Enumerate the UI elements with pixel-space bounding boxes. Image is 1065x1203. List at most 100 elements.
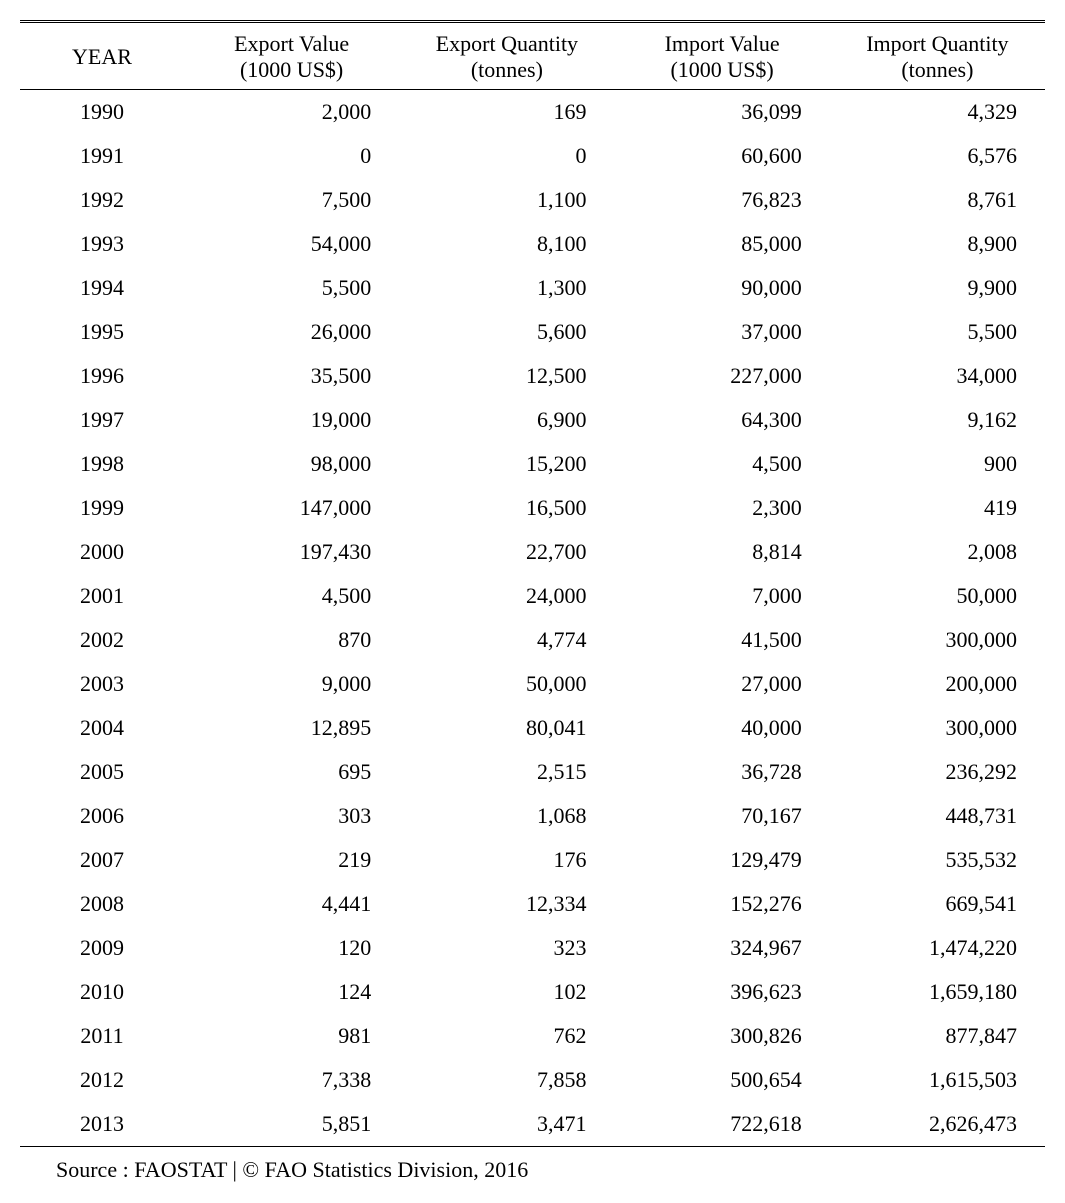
- col-header-export-value: Export Value (1000 US$): [184, 22, 399, 90]
- cell-value: 35,500: [184, 354, 399, 398]
- cell-value: 169: [399, 90, 614, 135]
- col-header-line2: (tonnes): [403, 57, 610, 83]
- cell-year: 2006: [20, 794, 184, 838]
- cell-value: 147,000: [184, 486, 399, 530]
- cell-value: 50,000: [399, 662, 614, 706]
- cell-value: 300,826: [615, 1014, 830, 1058]
- cell-year: 2000: [20, 530, 184, 574]
- cell-value: 4,774: [399, 618, 614, 662]
- cell-value: 2,008: [830, 530, 1045, 574]
- cell-value: 219: [184, 838, 399, 882]
- table-row: 20127,3387,858500,6541,615,503: [20, 1058, 1045, 1102]
- table-row: 20014,50024,0007,00050,000: [20, 574, 1045, 618]
- cell-year: 1995: [20, 310, 184, 354]
- cell-value: 4,329: [830, 90, 1045, 135]
- trade-stats-table: YEAR Export Value (1000 US$) Export Quan…: [20, 20, 1045, 1147]
- cell-value: 5,600: [399, 310, 614, 354]
- cell-value: 85,000: [615, 222, 830, 266]
- cell-value: 24,000: [399, 574, 614, 618]
- cell-value: 8,100: [399, 222, 614, 266]
- col-header-export-qty: Export Quantity (tonnes): [399, 22, 614, 90]
- cell-value: 9,900: [830, 266, 1045, 310]
- trade-stats-table-wrap: YEAR Export Value (1000 US$) Export Quan…: [20, 20, 1045, 1183]
- cell-value: 90,000: [615, 266, 830, 310]
- col-header-line1: Import Value: [665, 31, 780, 56]
- cell-value: 76,823: [615, 178, 830, 222]
- cell-value: 124: [184, 970, 399, 1014]
- cell-value: 197,430: [184, 530, 399, 574]
- table-row: 199719,0006,90064,3009,162: [20, 398, 1045, 442]
- table-row: 2009120323324,9671,474,220: [20, 926, 1045, 970]
- cell-value: 129,479: [615, 838, 830, 882]
- cell-value: 4,441: [184, 882, 399, 926]
- cell-value: 41,500: [615, 618, 830, 662]
- table-row: 2000197,43022,7008,8142,008: [20, 530, 1045, 574]
- table-row: 199526,0005,60037,0005,500: [20, 310, 1045, 354]
- cell-value: 36,099: [615, 90, 830, 135]
- table-row: 19902,00016936,0994,329: [20, 90, 1045, 135]
- table-row: 199354,0008,10085,0008,900: [20, 222, 1045, 266]
- col-header-line2: (1000 US$): [619, 57, 826, 83]
- table-row: 199635,50012,500227,00034,000: [20, 354, 1045, 398]
- cell-year: 2003: [20, 662, 184, 706]
- cell-year: 2001: [20, 574, 184, 618]
- cell-value: 50,000: [830, 574, 1045, 618]
- col-header-line1: Export Value: [234, 31, 349, 56]
- cell-value: 8,761: [830, 178, 1045, 222]
- cell-value: 5,500: [184, 266, 399, 310]
- table-row: 19927,5001,10076,8238,761: [20, 178, 1045, 222]
- cell-value: 12,334: [399, 882, 614, 926]
- cell-year: 2012: [20, 1058, 184, 1102]
- col-header-line1: YEAR: [72, 44, 132, 69]
- cell-year: 2010: [20, 970, 184, 1014]
- table-row: 20135,8513,471722,6182,626,473: [20, 1102, 1045, 1147]
- cell-value: 419: [830, 486, 1045, 530]
- cell-value: 15,200: [399, 442, 614, 486]
- cell-value: 60,600: [615, 134, 830, 178]
- col-header-year: YEAR: [20, 22, 184, 90]
- cell-year: 1999: [20, 486, 184, 530]
- cell-value: 7,000: [615, 574, 830, 618]
- cell-value: 7,858: [399, 1058, 614, 1102]
- cell-value: 4,500: [615, 442, 830, 486]
- cell-value: 6,576: [830, 134, 1045, 178]
- cell-value: 80,041: [399, 706, 614, 750]
- cell-year: 1994: [20, 266, 184, 310]
- cell-value: 64,300: [615, 398, 830, 442]
- table-row: 2007219176129,479535,532: [20, 838, 1045, 882]
- cell-value: 870: [184, 618, 399, 662]
- cell-value: 323: [399, 926, 614, 970]
- cell-value: 200,000: [830, 662, 1045, 706]
- table-row: 19910060,6006,576: [20, 134, 1045, 178]
- col-header-import-value: Import Value (1000 US$): [615, 22, 830, 90]
- cell-year: 2009: [20, 926, 184, 970]
- cell-value: 1,300: [399, 266, 614, 310]
- cell-value: 9,162: [830, 398, 1045, 442]
- cell-value: 1,100: [399, 178, 614, 222]
- cell-year: 1996: [20, 354, 184, 398]
- cell-value: 2,300: [615, 486, 830, 530]
- cell-value: 176: [399, 838, 614, 882]
- table-row: 20056952,51536,728236,292: [20, 750, 1045, 794]
- table-row: 20039,00050,00027,000200,000: [20, 662, 1045, 706]
- cell-value: 1,474,220: [830, 926, 1045, 970]
- cell-value: 26,000: [184, 310, 399, 354]
- table-row: 199898,00015,2004,500900: [20, 442, 1045, 486]
- cell-value: 535,532: [830, 838, 1045, 882]
- cell-value: 0: [399, 134, 614, 178]
- cell-value: 70,167: [615, 794, 830, 838]
- table-row: 2011981762300,826877,847: [20, 1014, 1045, 1058]
- cell-value: 762: [399, 1014, 614, 1058]
- cell-value: 300,000: [830, 618, 1045, 662]
- cell-value: 300,000: [830, 706, 1045, 750]
- cell-value: 448,731: [830, 794, 1045, 838]
- cell-value: 36,728: [615, 750, 830, 794]
- cell-value: 1,068: [399, 794, 614, 838]
- cell-year: 2008: [20, 882, 184, 926]
- cell-value: 7,338: [184, 1058, 399, 1102]
- col-header-line1: Export Quantity: [436, 31, 578, 56]
- table-row: 20028704,77441,500300,000: [20, 618, 1045, 662]
- cell-year: 2007: [20, 838, 184, 882]
- cell-value: 12,895: [184, 706, 399, 750]
- cell-value: 695: [184, 750, 399, 794]
